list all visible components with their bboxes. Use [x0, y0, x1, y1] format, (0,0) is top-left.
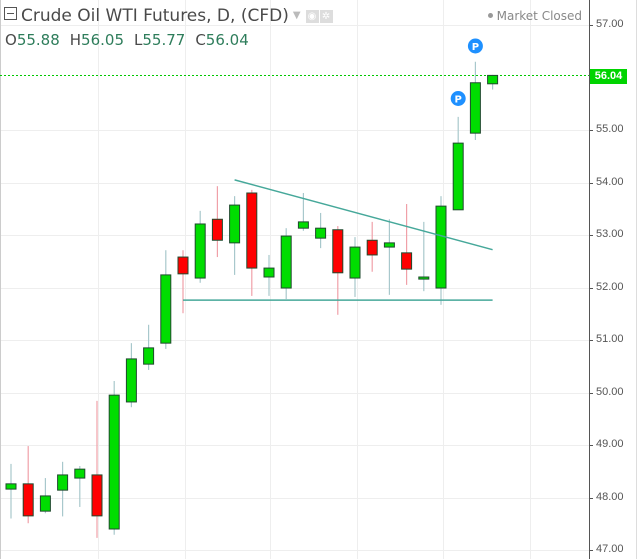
y-axis-ticks [589, 25, 593, 551]
candle [452, 116, 464, 211]
low-value: 55.77 [142, 31, 186, 49]
p-marker-icon[interactable]: P [450, 91, 466, 106]
candle [487, 74, 499, 90]
candle [194, 210, 206, 283]
candle [39, 478, 51, 514]
high-label: H [69, 31, 82, 49]
y-tick-label: 54.00 [596, 176, 624, 188]
candle [143, 324, 155, 370]
close-value: 56.04 [205, 31, 249, 49]
candle [22, 446, 34, 524]
symbol-title: Crude Oil WTI Futures, D, (CFD) [21, 6, 289, 26]
y-tick-label: 47.00 [596, 543, 624, 555]
candle [229, 196, 241, 275]
trendline[interactable] [234, 179, 493, 251]
low-label: L [134, 31, 143, 49]
p-marker-icon[interactable]: P [467, 38, 483, 54]
high-value: 56.05 [81, 31, 124, 49]
annotations[interactable]: PP [183, 38, 493, 301]
candle [160, 250, 172, 349]
candle [74, 466, 86, 507]
candle [297, 193, 309, 231]
candle [177, 250, 189, 314]
status-dot-icon [487, 13, 493, 18]
candle [246, 189, 258, 296]
eye-icon[interactable]: ◉ [305, 10, 319, 23]
minus-box-icon[interactable] [4, 7, 17, 20]
candle [5, 463, 17, 519]
y-tick-label: 48.00 [596, 491, 624, 503]
candles [5, 61, 499, 538]
y-tick-label: 50.00 [596, 386, 624, 398]
candle [401, 204, 413, 285]
candle [91, 400, 103, 538]
open-value: 55.88 [16, 31, 60, 49]
y-tick-label: 53.00 [596, 228, 624, 240]
open-label: O [5, 31, 17, 49]
candle [108, 380, 120, 535]
candle [125, 343, 137, 408]
caret-down-icon[interactable]: ▼ [292, 10, 301, 21]
ohlc-values: O55.88 H56.05 L55.77 C56.04 [5, 31, 259, 49]
svg-text:P: P [472, 42, 479, 53]
market-status: Market Closed [487, 9, 582, 23]
svg-text:P: P [455, 95, 462, 106]
y-tick-label: 49.00 [596, 438, 624, 450]
candle [332, 226, 344, 315]
candle [418, 221, 430, 292]
grid [0, 0, 589, 559]
candle [315, 212, 327, 249]
y-tick-label: 55.00 [596, 123, 624, 135]
candle [366, 221, 378, 272]
candle [435, 196, 447, 305]
y-tick-label: 52.00 [596, 281, 624, 293]
candle [349, 237, 361, 297]
close-label: C [195, 31, 206, 49]
y-tick-label: 51.00 [596, 333, 624, 345]
last-price-label: 56.04 [590, 69, 627, 84]
chart-header: Crude Oil WTI Futures, D, (CFD) ▼ ◉ ✲ [4, 6, 333, 26]
y-tick-label: 57.00 [596, 18, 624, 30]
market-status-text: Market Closed [496, 9, 582, 23]
gear-icon[interactable]: ✲ [319, 10, 333, 23]
candle [263, 254, 275, 296]
candle [469, 61, 481, 140]
candle [211, 186, 223, 258]
candle [383, 219, 395, 295]
candle [280, 228, 292, 300]
candle [57, 461, 69, 517]
